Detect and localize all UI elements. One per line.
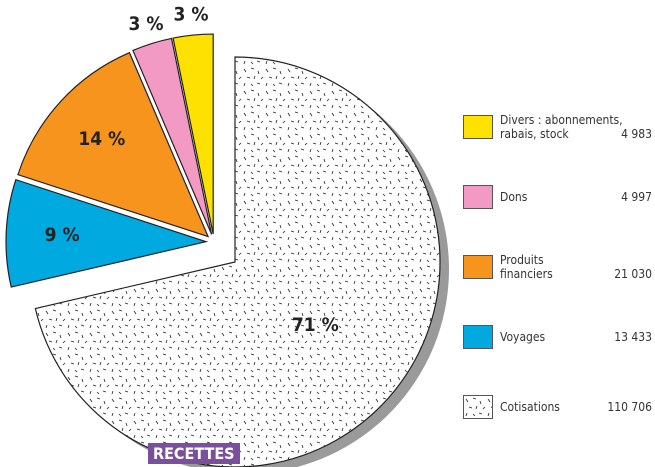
pie-slice [172,33,214,235]
legend-amount: 110 706 [607,400,652,414]
chart-title: RECETTES [148,443,240,464]
legend-label: Cotisations [500,400,560,414]
legend-label: Divers : abonnements, rabais, stock [500,113,623,141]
data-label: 3 % [128,13,163,35]
legend-swatch [463,395,493,419]
legend-swatch [463,115,493,139]
data-label: 71 % [292,314,339,336]
legend-amount: 21 030 [614,267,652,281]
swatch-pattern [464,396,492,418]
pie-slice [34,56,441,467]
data-label: 9 % [45,224,80,246]
legend-swatch [463,255,493,279]
legend-amount: 13 433 [614,330,652,344]
legend-label: Voyages [500,330,546,344]
pie-slice [5,178,209,288]
legend-amount: 4 983 [621,127,652,141]
data-label: 14 % [78,128,125,150]
legend-label: Dons [500,190,528,204]
legend-label: Produits financiers [500,253,553,281]
pie-slice [132,37,213,235]
legend-swatch [463,185,493,209]
data-label: 3 % [174,4,209,26]
legend-swatch [463,325,493,349]
legend-amount: 4 997 [621,190,652,204]
pie-slice [17,51,210,238]
